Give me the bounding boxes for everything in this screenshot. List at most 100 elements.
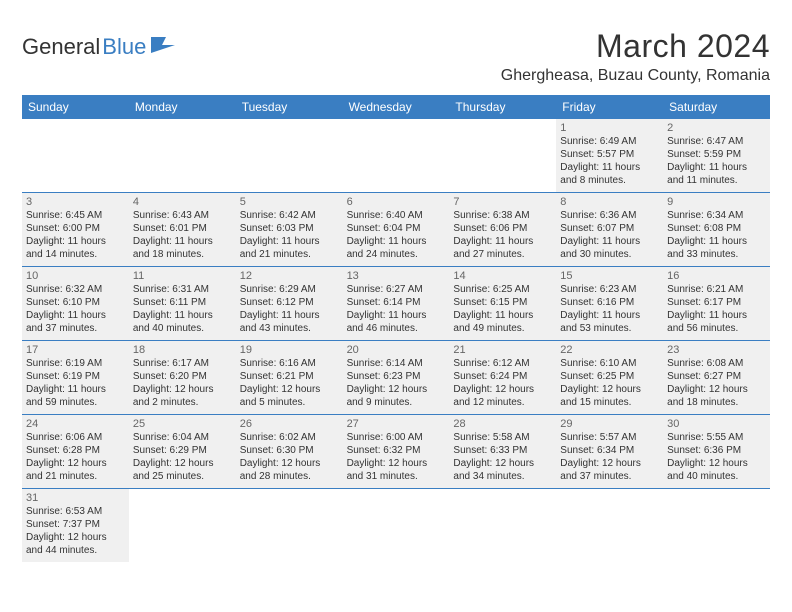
day-number: 13 — [347, 270, 446, 282]
day-cell: 21Sunrise: 6:12 AMSunset: 6:24 PMDayligh… — [449, 341, 556, 414]
day-header: Monday — [129, 95, 236, 119]
day-cell: 18Sunrise: 6:17 AMSunset: 6:20 PMDayligh… — [129, 341, 236, 414]
day-number: 28 — [453, 418, 552, 430]
sunset-text: Sunset: 6:36 PM — [667, 444, 766, 457]
sunset-text: Sunset: 6:00 PM — [26, 222, 125, 235]
day-number: 31 — [26, 492, 125, 504]
sunrise-text: Sunrise: 5:58 AM — [453, 431, 552, 444]
week-row: 10Sunrise: 6:32 AMSunset: 6:10 PMDayligh… — [22, 267, 770, 341]
day-number: 17 — [26, 344, 125, 356]
month-title: March 2024 — [501, 28, 770, 65]
sunset-text: Sunset: 6:24 PM — [453, 370, 552, 383]
daylight2-text: and 8 minutes. — [560, 174, 659, 187]
day-header: Sunday — [22, 95, 129, 119]
day-cell: 15Sunrise: 6:23 AMSunset: 6:16 PMDayligh… — [556, 267, 663, 340]
logo-text-accent: Blue — [102, 34, 146, 60]
day-number: 16 — [667, 270, 766, 282]
sunrise-text: Sunrise: 6:02 AM — [240, 431, 339, 444]
sunrise-text: Sunrise: 5:55 AM — [667, 431, 766, 444]
day-cell: 14Sunrise: 6:25 AMSunset: 6:15 PMDayligh… — [449, 267, 556, 340]
sunset-text: Sunset: 5:57 PM — [560, 148, 659, 161]
daylight2-text: and 34 minutes. — [453, 470, 552, 483]
daylight1-text: Daylight: 12 hours — [667, 457, 766, 470]
sunset-text: Sunset: 6:25 PM — [560, 370, 659, 383]
day-number: 2 — [667, 122, 766, 134]
day-cell: 31Sunrise: 6:53 AMSunset: 7:37 PMDayligh… — [22, 489, 129, 562]
daylight1-text: Daylight: 12 hours — [240, 457, 339, 470]
day-header: Wednesday — [343, 95, 450, 119]
sunset-text: Sunset: 6:15 PM — [453, 296, 552, 309]
week-row: 31Sunrise: 6:53 AMSunset: 7:37 PMDayligh… — [22, 489, 770, 562]
sunrise-text: Sunrise: 6:40 AM — [347, 209, 446, 222]
day-number: 4 — [133, 196, 232, 208]
empty-cell — [663, 489, 770, 562]
daylight2-text: and 14 minutes. — [26, 248, 125, 261]
sunset-text: Sunset: 6:34 PM — [560, 444, 659, 457]
sunset-text: Sunset: 6:08 PM — [667, 222, 766, 235]
daylight2-text: and 21 minutes. — [26, 470, 125, 483]
day-number: 10 — [26, 270, 125, 282]
daylight1-text: Daylight: 11 hours — [560, 235, 659, 248]
daylight2-text: and 37 minutes. — [560, 470, 659, 483]
sunset-text: Sunset: 5:59 PM — [667, 148, 766, 161]
daylight1-text: Daylight: 11 hours — [133, 235, 232, 248]
daylight2-text: and 12 minutes. — [453, 396, 552, 409]
day-number: 22 — [560, 344, 659, 356]
sunrise-text: Sunrise: 6:00 AM — [347, 431, 446, 444]
sunrise-text: Sunrise: 6:29 AM — [240, 283, 339, 296]
day-number: 24 — [26, 418, 125, 430]
empty-cell — [343, 489, 450, 562]
daylight1-text: Daylight: 12 hours — [26, 457, 125, 470]
sunrise-text: Sunrise: 6:38 AM — [453, 209, 552, 222]
sunrise-text: Sunrise: 6:14 AM — [347, 357, 446, 370]
day-header: Tuesday — [236, 95, 343, 119]
sunset-text: Sunset: 6:03 PM — [240, 222, 339, 235]
empty-cell — [449, 119, 556, 192]
day-cell: 29Sunrise: 5:57 AMSunset: 6:34 PMDayligh… — [556, 415, 663, 488]
daylight1-text: Daylight: 11 hours — [453, 309, 552, 322]
daylight1-text: Daylight: 11 hours — [240, 235, 339, 248]
day-cell: 3Sunrise: 6:45 AMSunset: 6:00 PMDaylight… — [22, 193, 129, 266]
daylight1-text: Daylight: 12 hours — [560, 457, 659, 470]
sunset-text: Sunset: 6:17 PM — [667, 296, 766, 309]
daylight1-text: Daylight: 12 hours — [240, 383, 339, 396]
sunset-text: Sunset: 6:01 PM — [133, 222, 232, 235]
sunset-text: Sunset: 6:29 PM — [133, 444, 232, 457]
day-number: 12 — [240, 270, 339, 282]
day-number: 6 — [347, 196, 446, 208]
day-cell: 22Sunrise: 6:10 AMSunset: 6:25 PMDayligh… — [556, 341, 663, 414]
day-cell: 13Sunrise: 6:27 AMSunset: 6:14 PMDayligh… — [343, 267, 450, 340]
logo: GeneralBlue — [22, 34, 176, 60]
day-cell: 17Sunrise: 6:19 AMSunset: 6:19 PMDayligh… — [22, 341, 129, 414]
day-cell: 9Sunrise: 6:34 AMSunset: 6:08 PMDaylight… — [663, 193, 770, 266]
daylight2-text: and 44 minutes. — [26, 544, 125, 557]
daylight2-text: and 28 minutes. — [240, 470, 339, 483]
empty-cell — [129, 119, 236, 192]
daylight2-text: and 30 minutes. — [560, 248, 659, 261]
day-cell: 20Sunrise: 6:14 AMSunset: 6:23 PMDayligh… — [343, 341, 450, 414]
sunrise-text: Sunrise: 6:47 AM — [667, 135, 766, 148]
day-cell: 10Sunrise: 6:32 AMSunset: 6:10 PMDayligh… — [22, 267, 129, 340]
day-cell: 25Sunrise: 6:04 AMSunset: 6:29 PMDayligh… — [129, 415, 236, 488]
daylight1-text: Daylight: 11 hours — [667, 161, 766, 174]
daylight2-text: and 56 minutes. — [667, 322, 766, 335]
daylight1-text: Daylight: 12 hours — [26, 531, 125, 544]
sunset-text: Sunset: 6:32 PM — [347, 444, 446, 457]
sunrise-text: Sunrise: 6:53 AM — [26, 505, 125, 518]
day-cell: 30Sunrise: 5:55 AMSunset: 6:36 PMDayligh… — [663, 415, 770, 488]
day-cell: 27Sunrise: 6:00 AMSunset: 6:32 PMDayligh… — [343, 415, 450, 488]
empty-cell — [22, 119, 129, 192]
daylight1-text: Daylight: 11 hours — [347, 309, 446, 322]
sunset-text: Sunset: 6:19 PM — [26, 370, 125, 383]
sunrise-text: Sunrise: 6:17 AM — [133, 357, 232, 370]
day-number: 30 — [667, 418, 766, 430]
day-number: 23 — [667, 344, 766, 356]
location-text: Ghergheasa, Buzau County, Romania — [501, 67, 770, 85]
day-header: Saturday — [663, 95, 770, 119]
day-cell: 23Sunrise: 6:08 AMSunset: 6:27 PMDayligh… — [663, 341, 770, 414]
sunrise-text: Sunrise: 6:49 AM — [560, 135, 659, 148]
daylight1-text: Daylight: 11 hours — [133, 309, 232, 322]
empty-cell — [236, 489, 343, 562]
daylight2-text: and 37 minutes. — [26, 322, 125, 335]
day-number: 19 — [240, 344, 339, 356]
